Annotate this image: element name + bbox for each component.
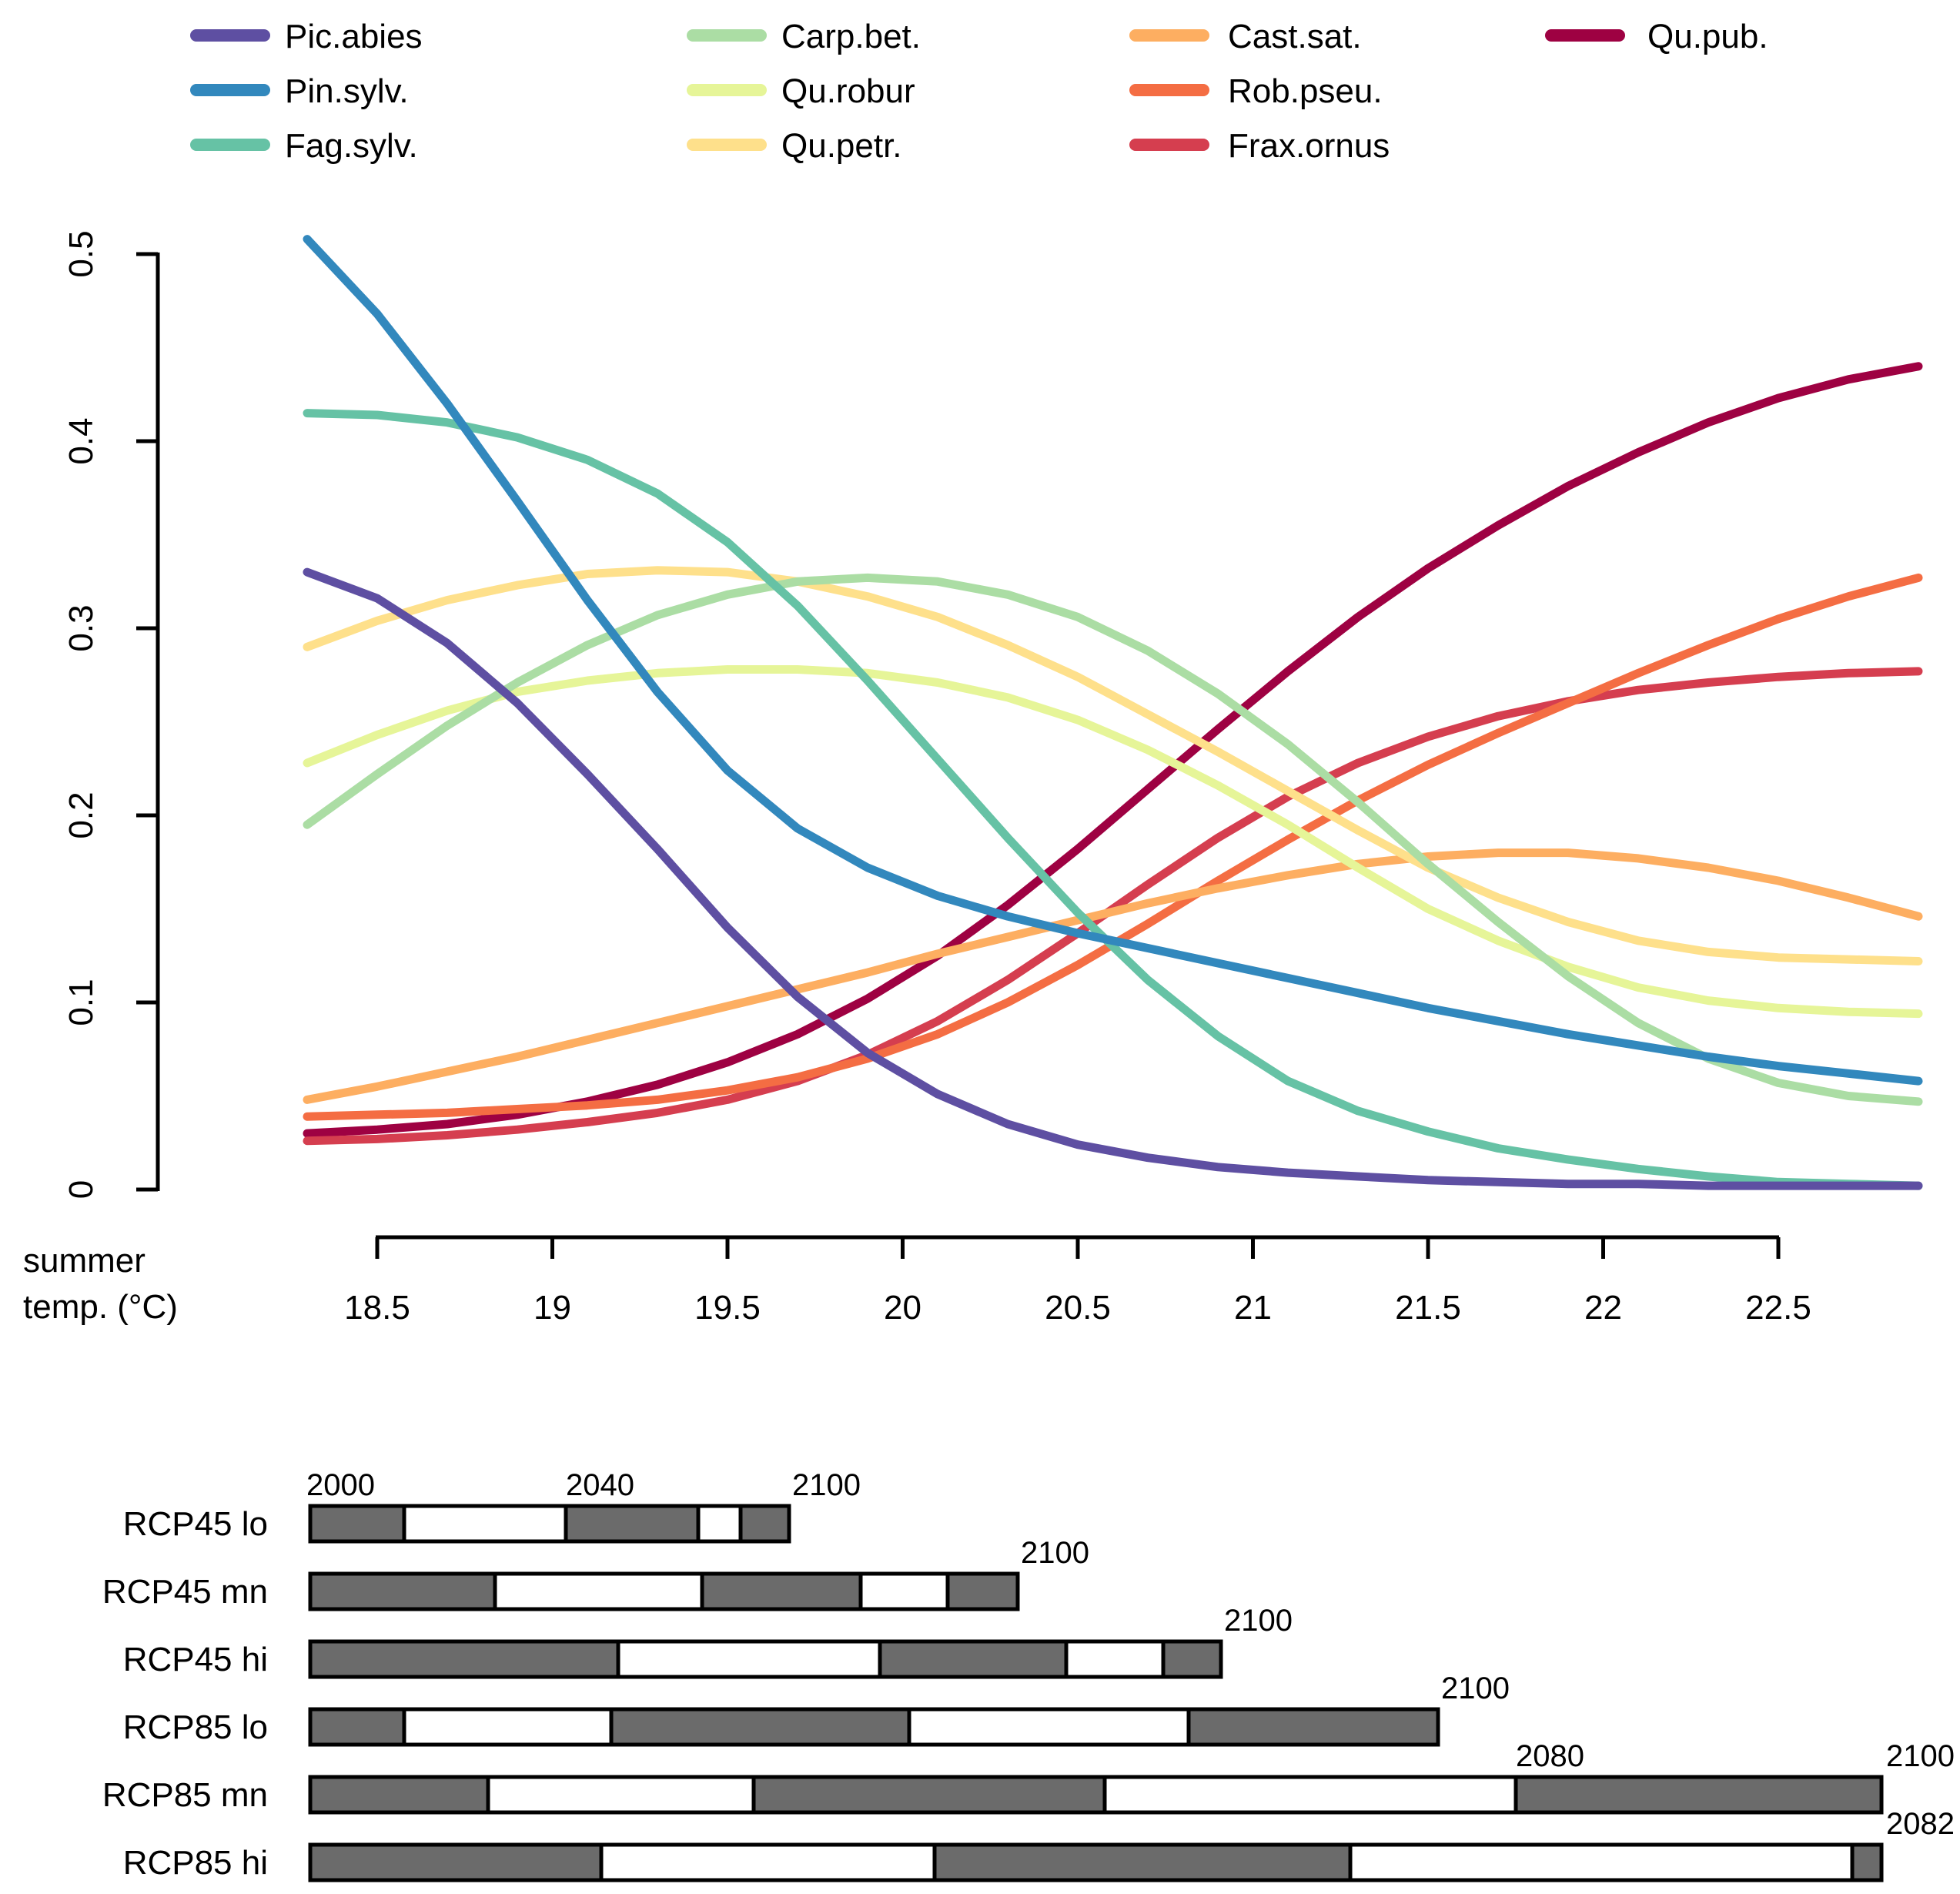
bar-segment-dark: [564, 1504, 701, 1544]
bar-segment-dark: [308, 1775, 490, 1815]
x-tick-label: 18.5: [344, 1289, 410, 1327]
x-axis: 18.5 19 19.5 20 20.5 21 21.5 22 22.5 summer temp. …: [23, 1235, 1811, 1327]
curve-Pin.sylv.: [303, 235, 1923, 1086]
legend-label-Qu.petr.: Qu.petr.: [781, 127, 902, 165]
scenario-row-RCP45-lo: RCP45 lo 2000 2040 2100: [123, 1468, 861, 1544]
scenario-row-RCP45-mn: RCP45 mn 2100: [102, 1536, 1089, 1611]
legend: Pic.abies Pin.sylv. Fag.sylv. Carp.bet. Qu.r…: [190, 18, 1768, 165]
bar-segment-dark: [609, 1707, 911, 1747]
x-tick-label: 20.5: [1045, 1289, 1111, 1327]
x-tick-label: 21: [1234, 1289, 1272, 1327]
x-tick-label: 22.5: [1745, 1289, 1811, 1327]
bar-segment-dark: [308, 1842, 604, 1882]
y-tick-label: 0.2: [62, 791, 100, 838]
year-label-2100: 2100: [1441, 1671, 1510, 1705]
bar-segment-light: [907, 1707, 1191, 1747]
bar-segment-light: [1348, 1842, 1855, 1882]
y-tick-label: 0.1: [62, 979, 100, 1026]
curve-Frax.ornus: [303, 667, 1923, 1146]
scenario-row-label: RCP45 hi: [123, 1641, 268, 1678]
legend-label-Rob.pseu.: Rob.pseu.: [1228, 72, 1383, 110]
bar-segment-dark: [945, 1571, 1020, 1611]
legend-label-Frax.ornus: Frax.ornus: [1228, 127, 1390, 165]
scenario-row-label: RCP85 hi: [123, 1844, 268, 1882]
bar-segment-dark: [738, 1504, 791, 1544]
curve-Fag.sylv.: [303, 409, 1923, 1190]
y-tick-label: 0.3: [62, 604, 100, 651]
bar-segment-dark: [1850, 1842, 1884, 1882]
curve-Cast.sat.: [303, 848, 1923, 1104]
response-curves: [303, 235, 1923, 1190]
bar-segment-dark: [1161, 1639, 1223, 1679]
bar-segment-light: [486, 1775, 756, 1815]
scenario-row-RCP85-lo: RCP85 lo 2100: [123, 1671, 1510, 1747]
year-label-2100: 2100: [1886, 1739, 1955, 1773]
bar-segment-dark: [932, 1842, 1353, 1882]
y-tick-label: 0.5: [62, 230, 100, 277]
year-label-2040: 2040: [566, 1468, 634, 1502]
legend-label-Pin.sylv.: Pin.sylv.: [285, 72, 409, 110]
x-tick-label: 19: [533, 1289, 571, 1327]
bar-segment-light: [1064, 1639, 1166, 1679]
bar-segment-dark: [308, 1504, 406, 1544]
legend-label-Pic.abies: Pic.abies: [285, 18, 423, 55]
bar-segment-dark: [1186, 1707, 1440, 1747]
y-axis: 0 0.1 0.2 0.3 0.4 0.5: [62, 230, 160, 1199]
x-tick-label: 19.5: [694, 1289, 761, 1327]
curve-Qu.pub.: [303, 362, 1923, 1138]
scenario-row-RCP45-hi: RCP45 hi 2100: [123, 1604, 1293, 1679]
bar-segment-dark: [878, 1639, 1069, 1679]
x-axis-title-line2: temp. (°C): [23, 1288, 178, 1326]
scenario-row-label: RCP45 lo: [123, 1505, 268, 1543]
curve-Rob.pseu.: [303, 573, 1923, 1121]
y-tick-label: 0.4: [62, 417, 100, 464]
legend-label-Qu.robur: Qu.robur: [781, 72, 915, 110]
legend-label-Cast.sat.: Cast.sat.: [1228, 18, 1362, 55]
year-label-2100: 2100: [792, 1468, 861, 1502]
curve-Pic.abies: [303, 567, 1923, 1190]
bar-segment-light: [696, 1504, 743, 1544]
bar-segment-dark: [308, 1571, 497, 1611]
y-tick-label: 0: [62, 1180, 100, 1199]
bar-segment-light: [858, 1571, 950, 1611]
bar-segment-light: [616, 1639, 882, 1679]
scenario-row-label: RCP85 mn: [102, 1776, 268, 1814]
bar-segment-dark: [308, 1639, 620, 1679]
bar-segment-light: [493, 1571, 704, 1611]
curve-Carp.bet.: [303, 573, 1923, 1106]
scenario-row-RCP85-mn: RCP85 mn 2080 2100: [102, 1739, 1955, 1815]
legend-label-Qu.pub.: Qu.pub.: [1647, 18, 1768, 55]
x-axis-title-line1: summer: [23, 1242, 145, 1280]
x-tick-label: 21.5: [1395, 1289, 1461, 1327]
legend-label-Fag.sylv.: Fag.sylv.: [285, 127, 418, 165]
year-label-2100: 2100: [1021, 1536, 1089, 1570]
bar-segment-dark: [308, 1707, 406, 1747]
year-label-2000: 2000: [306, 1468, 375, 1502]
curve-Qu.petr.: [303, 566, 1923, 965]
year-label-2100: 2100: [1224, 1604, 1293, 1638]
curve-Qu.robur: [303, 665, 1923, 1019]
bar-segment-dark: [1513, 1775, 1884, 1815]
bar-segment-light: [599, 1842, 937, 1882]
bar-segment-dark: [751, 1775, 1107, 1815]
year-label-2080: 2080: [1516, 1739, 1584, 1773]
bar-segment-light: [402, 1707, 614, 1747]
scenario-row-label: RCP45 mn: [102, 1573, 268, 1611]
bar-segment-light: [1102, 1775, 1518, 1815]
scenario-row-label: RCP85 lo: [123, 1708, 268, 1746]
scenario-row-RCP85-hi: RCP85 hi 2082: [123, 1807, 1955, 1882]
bar-segment-light: [402, 1504, 568, 1544]
legend-label-Carp.bet.: Carp.bet.: [781, 18, 921, 55]
year-label-2082: 2082: [1886, 1807, 1955, 1841]
x-tick-label: 20: [884, 1289, 921, 1327]
x-tick-label: 22: [1584, 1289, 1622, 1327]
bar-segment-dark: [700, 1571, 863, 1611]
